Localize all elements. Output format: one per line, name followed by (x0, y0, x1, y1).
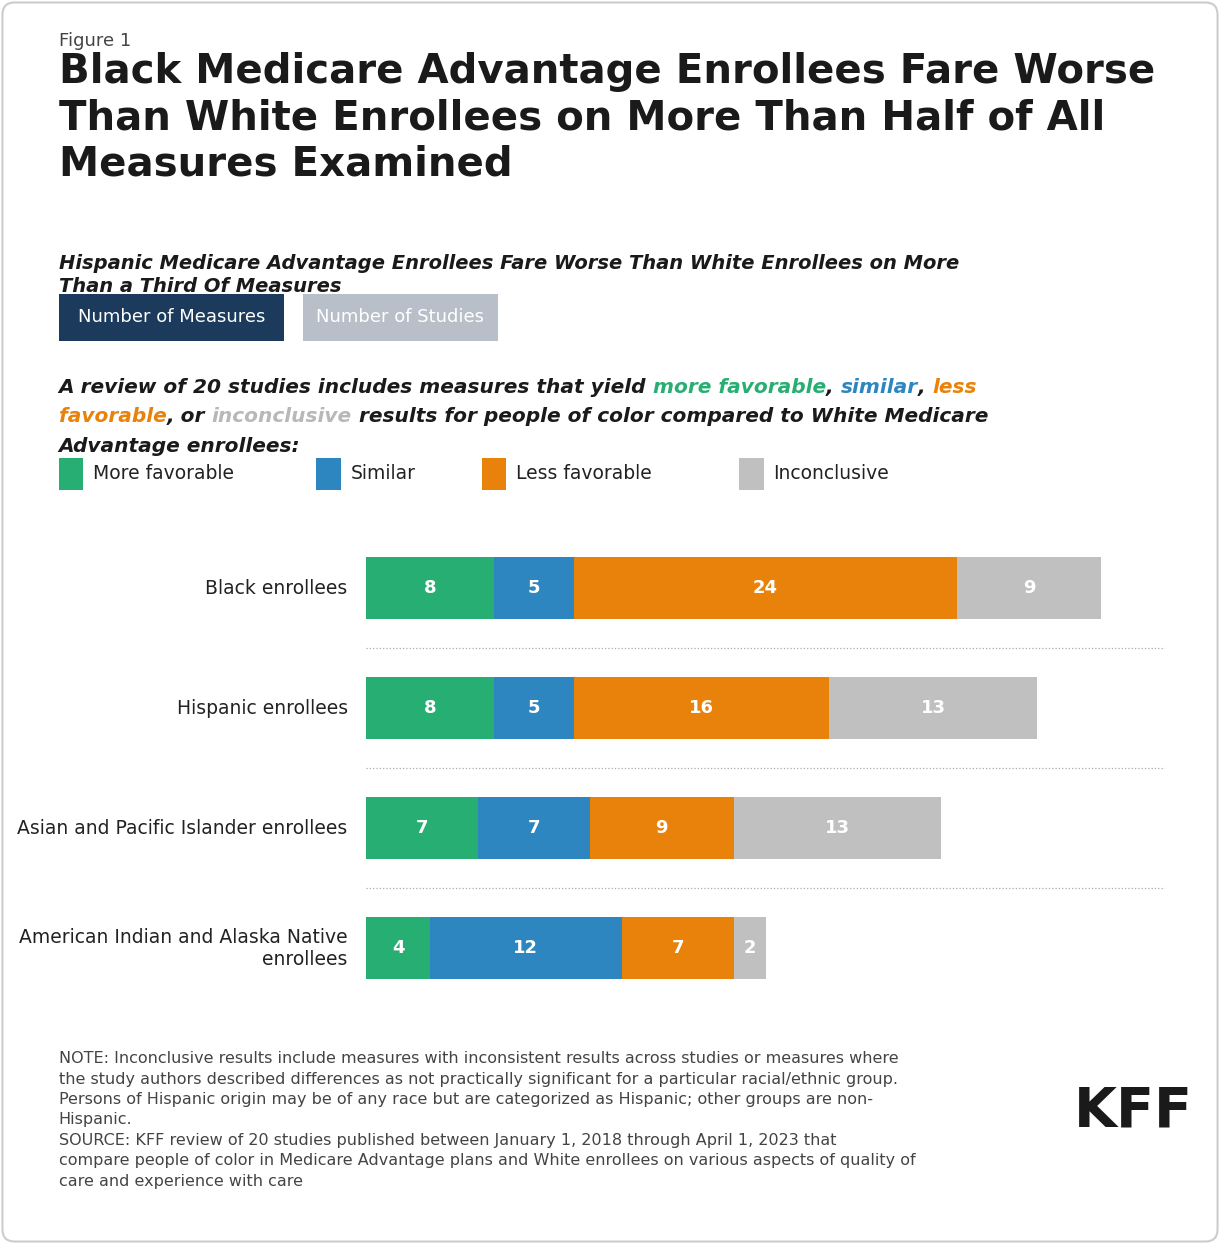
FancyBboxPatch shape (287, 290, 514, 345)
Bar (494, 557, 573, 620)
Bar (366, 797, 478, 860)
Text: Number of Measures: Number of Measures (78, 309, 265, 326)
Text: Hispanic Medicare Advantage Enrollees Fare Worse Than White Enrollees on More
Th: Hispanic Medicare Advantage Enrollees Fa… (59, 254, 959, 296)
Text: Figure 1: Figure 1 (59, 32, 131, 50)
Text: less: less (932, 378, 977, 397)
FancyBboxPatch shape (316, 458, 340, 490)
Text: 9: 9 (1024, 578, 1036, 597)
Text: 8: 8 (423, 578, 437, 597)
Text: A review of 20 studies includes measures that yield: A review of 20 studies includes measures… (59, 378, 653, 397)
Text: 7: 7 (671, 939, 684, 958)
Text: favorable: favorable (59, 408, 166, 427)
FancyBboxPatch shape (739, 458, 764, 490)
Text: Black enrollees: Black enrollees (205, 578, 348, 597)
Text: 12: 12 (514, 939, 538, 958)
Text: 5: 5 (527, 699, 540, 717)
Bar (589, 797, 733, 860)
Text: more favorable: more favorable (653, 378, 826, 397)
Text: 9: 9 (655, 820, 667, 837)
Text: 24: 24 (753, 578, 778, 597)
Text: Hispanic enrollees: Hispanic enrollees (177, 699, 348, 718)
Bar (622, 917, 733, 979)
Text: Asian and Pacific Islander enrollees: Asian and Pacific Islander enrollees (17, 819, 348, 837)
Text: 13: 13 (921, 699, 946, 717)
Bar (573, 677, 830, 739)
Text: inconclusive: inconclusive (212, 408, 351, 427)
Text: Inconclusive: Inconclusive (773, 464, 889, 484)
Text: KFF: KFF (1074, 1085, 1193, 1138)
FancyBboxPatch shape (482, 458, 506, 490)
Text: Similar: Similar (350, 464, 415, 484)
Text: 8: 8 (423, 699, 437, 717)
Text: Advantage enrollees:: Advantage enrollees: (59, 437, 300, 455)
FancyBboxPatch shape (59, 458, 83, 490)
FancyBboxPatch shape (40, 290, 303, 345)
Bar (733, 797, 942, 860)
Text: results for people of color compared to White Medicare: results for people of color compared to … (351, 408, 988, 427)
Bar (366, 917, 429, 979)
Text: 13: 13 (825, 820, 850, 837)
Bar (494, 677, 573, 739)
Bar (478, 797, 589, 860)
Text: 4: 4 (392, 939, 404, 958)
Text: Less favorable: Less favorable (516, 464, 651, 484)
Text: Number of Studies: Number of Studies (316, 309, 484, 326)
Bar (366, 677, 494, 739)
Bar (366, 557, 494, 620)
Text: 16: 16 (689, 699, 714, 717)
Text: ,: , (826, 378, 841, 397)
Text: 5: 5 (527, 578, 540, 597)
Text: 2: 2 (743, 939, 756, 958)
Bar (429, 917, 622, 979)
Text: Black Medicare Advantage Enrollees Fare Worse
Than White Enrollees on More Than : Black Medicare Advantage Enrollees Fare … (59, 52, 1155, 184)
Bar (830, 677, 1037, 739)
Text: , or: , or (166, 408, 212, 427)
Bar (733, 917, 766, 979)
Text: American Indian and Alaska Native
enrollees: American Indian and Alaska Native enroll… (20, 928, 348, 969)
Bar (958, 557, 1102, 620)
Text: similar: similar (841, 378, 917, 397)
Text: NOTE: Inconclusive results include measures with inconsistent results across stu: NOTE: Inconclusive results include measu… (59, 1051, 915, 1188)
Text: ,: , (917, 378, 932, 397)
Text: 7: 7 (527, 820, 540, 837)
Text: More favorable: More favorable (93, 464, 234, 484)
Bar (573, 557, 958, 620)
Text: 7: 7 (416, 820, 428, 837)
